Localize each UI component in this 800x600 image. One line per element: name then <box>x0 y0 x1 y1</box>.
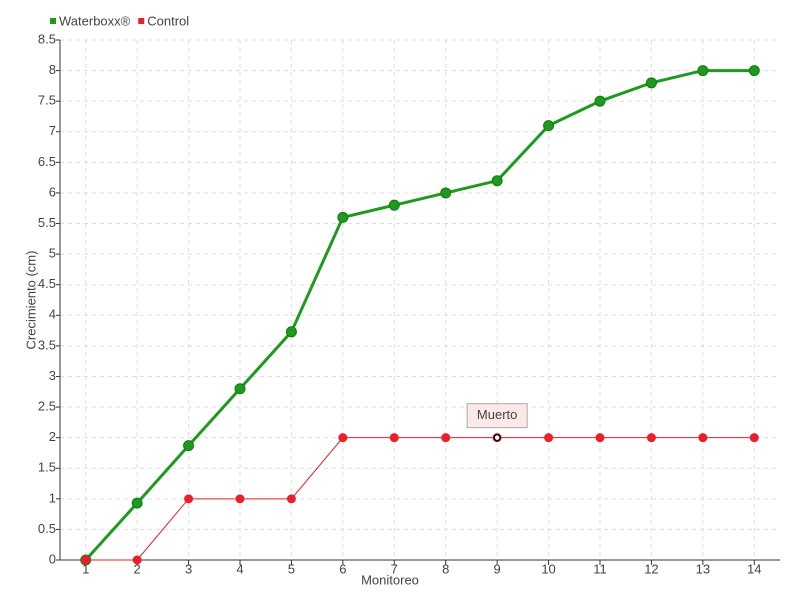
data-point <box>594 95 606 107</box>
y-tick-label: 4 <box>49 307 56 322</box>
data-point <box>131 497 143 509</box>
annotation-point <box>493 433 501 442</box>
x-tick-label: 1 <box>82 561 89 576</box>
x-tick-label: 10 <box>541 561 555 576</box>
data-point <box>285 326 297 338</box>
data-point <box>441 433 451 443</box>
x-axis-label: Monitoreo <box>361 572 419 587</box>
y-tick-label: 7.5 <box>38 93 56 108</box>
x-tick-label: 8 <box>442 561 449 576</box>
data-point <box>491 175 503 187</box>
x-tick-label: 5 <box>288 561 295 576</box>
data-point <box>132 555 142 565</box>
x-tick-label: 14 <box>747 561 761 576</box>
y-tick-label: 7 <box>49 123 56 138</box>
data-point <box>646 433 656 443</box>
data-point <box>388 199 400 211</box>
x-tick-label: 6 <box>339 561 346 576</box>
y-tick-label: 0 <box>49 551 56 566</box>
y-tick-label: 4.5 <box>38 276 56 291</box>
data-point <box>595 433 605 443</box>
y-tick-label: 2.5 <box>38 398 56 413</box>
x-tick-label: 11 <box>593 561 607 576</box>
y-tick-label: 6.5 <box>38 154 56 169</box>
y-tick-label: 1.5 <box>38 460 56 475</box>
legend-swatch <box>50 18 56 24</box>
data-point <box>184 494 194 504</box>
legend-swatch <box>138 18 145 24</box>
y-tick-label: 6 <box>49 184 56 199</box>
data-point <box>183 440 195 452</box>
data-point <box>748 65 760 77</box>
data-point <box>286 494 296 504</box>
data-point <box>235 494 245 504</box>
y-tick-label: 2 <box>49 429 56 444</box>
x-tick-label: 13 <box>696 561 710 576</box>
x-tick-label: 7 <box>391 561 398 576</box>
legend-label: Control <box>147 13 189 28</box>
series-line <box>84 69 755 562</box>
annotation-text: Muerto <box>477 407 517 422</box>
y-tick-label: 5 <box>49 246 56 261</box>
annotation-box <box>466 403 528 429</box>
y-tick-label: 8.5 <box>38 31 56 46</box>
data-point <box>749 433 759 443</box>
x-tick-label: 2 <box>134 561 141 576</box>
data-point <box>389 433 399 443</box>
data-point <box>81 555 91 565</box>
data-point <box>440 187 452 199</box>
data-point <box>698 433 708 443</box>
y-tick-label: 3 <box>49 368 56 383</box>
y-tick-label: 1 <box>49 490 56 505</box>
y-tick-label: 5.5 <box>38 215 56 230</box>
data-point <box>338 433 348 443</box>
y-axis-label: Crecimiento (cm) <box>23 251 38 350</box>
data-point <box>234 383 246 395</box>
series-line <box>85 437 755 561</box>
data-point <box>544 433 554 443</box>
x-tick-label: 12 <box>644 561 658 576</box>
x-tick-label: 4 <box>236 561 243 576</box>
data-point <box>645 77 657 89</box>
y-tick-label: 0.5 <box>38 521 56 536</box>
x-tick-label: 3 <box>185 561 192 576</box>
data-point <box>543 120 555 132</box>
y-tick-label: 8 <box>49 62 56 77</box>
data-point <box>337 211 349 223</box>
data-point <box>697 65 709 77</box>
y-tick-label: 3.5 <box>38 337 56 352</box>
x-tick-label: 9 <box>494 561 501 576</box>
legend-label: Waterboxx® <box>59 13 131 28</box>
